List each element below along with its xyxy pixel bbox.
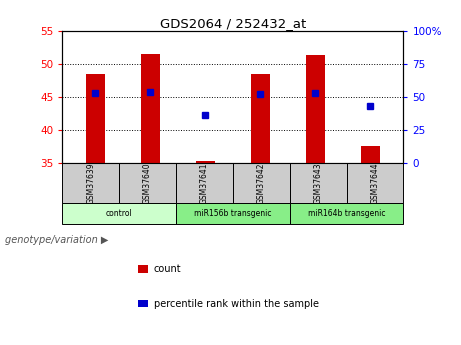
Bar: [141, 54, 160, 163]
Bar: [233, 163, 290, 203]
Text: GSM37644: GSM37644: [371, 162, 379, 204]
Bar: [176, 163, 233, 203]
Bar: [195, 161, 215, 163]
Text: GSM37640: GSM37640: [143, 162, 152, 204]
Title: GDS2064 / 252432_at: GDS2064 / 252432_at: [160, 17, 306, 30]
Bar: [306, 56, 325, 163]
Bar: [176, 203, 290, 224]
Bar: [251, 74, 270, 163]
Bar: [290, 203, 403, 224]
Bar: [119, 163, 176, 203]
Text: miR156b transgenic: miR156b transgenic: [194, 209, 272, 218]
Text: GSM37642: GSM37642: [257, 162, 266, 204]
Text: GSM37641: GSM37641: [200, 162, 209, 204]
Text: miR164b transgenic: miR164b transgenic: [308, 209, 385, 218]
Bar: [361, 147, 380, 163]
Text: count: count: [154, 264, 182, 274]
Text: GSM37639: GSM37639: [86, 162, 95, 204]
Text: control: control: [106, 209, 132, 218]
Bar: [62, 203, 176, 224]
Bar: [290, 163, 347, 203]
Bar: [62, 163, 119, 203]
Text: genotype/variation ▶: genotype/variation ▶: [5, 235, 108, 245]
Text: GSM37643: GSM37643: [313, 162, 323, 204]
Bar: [86, 74, 105, 163]
Bar: [347, 163, 403, 203]
Text: percentile rank within the sample: percentile rank within the sample: [154, 299, 319, 308]
